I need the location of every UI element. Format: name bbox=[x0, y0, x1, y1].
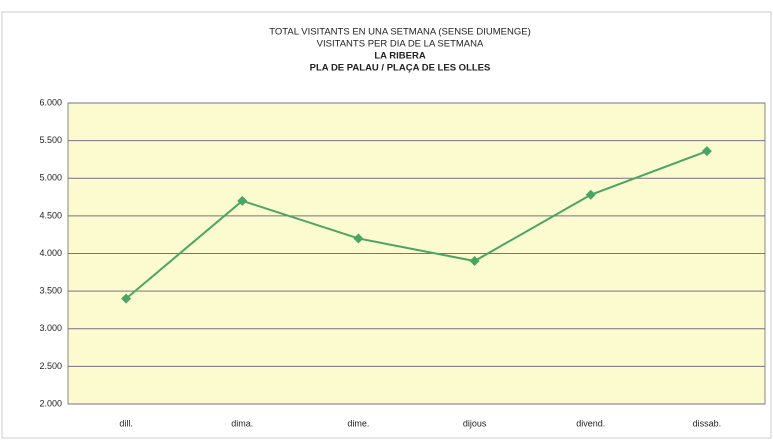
x-tick-label: dime. bbox=[347, 418, 369, 428]
y-tick-label: 4.500 bbox=[39, 210, 62, 220]
marker bbox=[237, 195, 248, 206]
marker bbox=[701, 146, 712, 157]
marker bbox=[585, 189, 596, 200]
y-tick-label: 3.500 bbox=[39, 286, 62, 296]
y-tick-label: 5.500 bbox=[39, 135, 62, 145]
x-tick-label: divend. bbox=[576, 418, 605, 428]
marker bbox=[121, 293, 132, 304]
y-tick-label: 2.000 bbox=[39, 398, 62, 408]
data-line bbox=[125, 150, 708, 300]
y-tick-label: 5.000 bbox=[39, 173, 62, 183]
y-tick-label: 6.000 bbox=[39, 97, 62, 107]
y-tick-label: 3.000 bbox=[39, 323, 62, 333]
y-tick-label: 4.000 bbox=[39, 248, 62, 258]
marker bbox=[469, 256, 480, 267]
marker bbox=[353, 233, 364, 244]
chart-title: TOTAL VISITANTS EN UNA SETMANA (SENSE DI… bbox=[269, 27, 530, 38]
chart-title: PLA DE PALAU / PLAÇA DE LES OLLES bbox=[310, 63, 491, 74]
x-tick-label: dissab. bbox=[693, 418, 722, 428]
x-tick-label: dill. bbox=[119, 418, 133, 428]
y-tick-label: 2.500 bbox=[39, 361, 62, 371]
chart-title: LA RIBERA bbox=[374, 51, 426, 62]
x-tick-label: dijous bbox=[463, 418, 487, 428]
x-tick-label: dima. bbox=[231, 418, 253, 428]
chart-title: VISITANTS PER DIA DE LA SETMANA bbox=[317, 39, 484, 50]
